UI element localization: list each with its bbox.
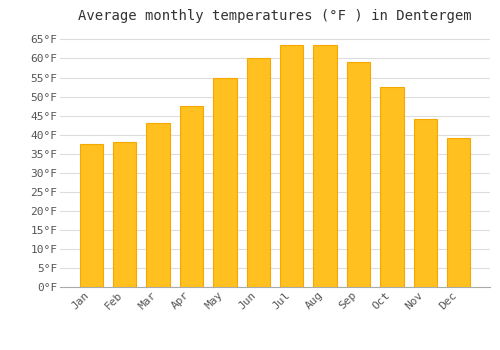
Bar bbox=[380, 87, 404, 287]
Bar bbox=[213, 77, 236, 287]
Bar bbox=[347, 62, 370, 287]
Bar bbox=[280, 45, 303, 287]
Bar bbox=[80, 144, 103, 287]
Bar bbox=[314, 45, 337, 287]
Bar bbox=[447, 139, 470, 287]
Bar bbox=[246, 58, 270, 287]
Bar bbox=[180, 106, 203, 287]
Bar bbox=[113, 142, 136, 287]
Title: Average monthly temperatures (°F ) in Dentergem: Average monthly temperatures (°F ) in De… bbox=[78, 9, 472, 23]
Bar bbox=[146, 123, 170, 287]
Bar bbox=[414, 119, 437, 287]
